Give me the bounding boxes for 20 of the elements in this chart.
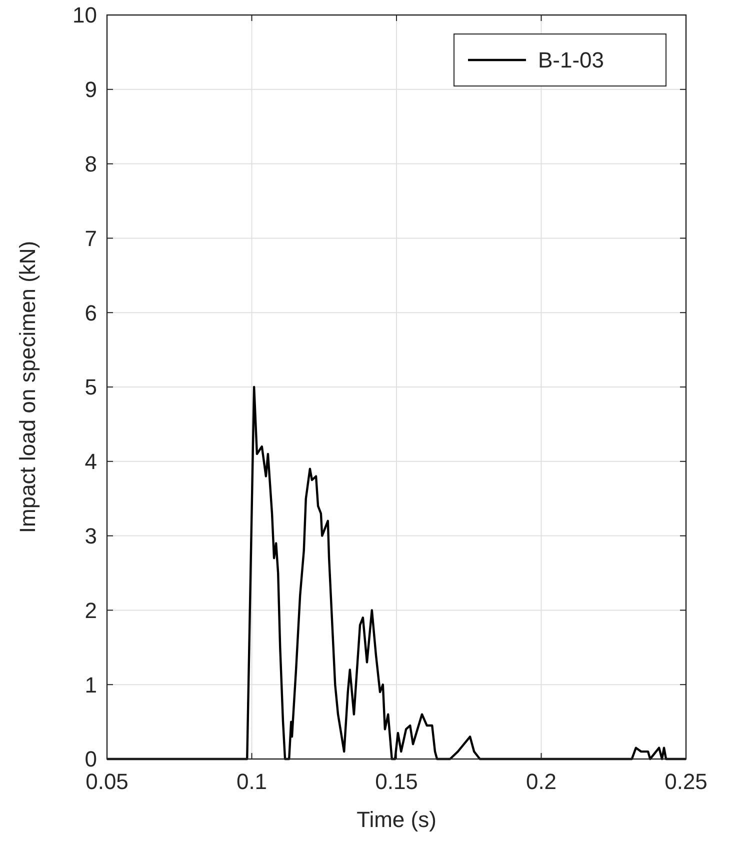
y-tick-label: 9 bbox=[84, 77, 97, 102]
y-axis-title: Impact load on specimen (kN) bbox=[15, 240, 40, 534]
y-tick-label: 7 bbox=[84, 226, 97, 251]
y-tick-label: 10 bbox=[72, 2, 97, 28]
y-tick-label: 5 bbox=[84, 374, 97, 400]
legend-label: B-1-03 bbox=[538, 48, 604, 73]
y-tick-label: 0 bbox=[84, 746, 97, 772]
y-tick-label: 4 bbox=[84, 449, 97, 474]
x-tick-label: 0.2 bbox=[526, 769, 557, 794]
y-tick-label: 6 bbox=[84, 300, 97, 326]
x-tick-label: 0.05 bbox=[86, 769, 128, 794]
x-tick-label: 0.1 bbox=[236, 769, 268, 794]
line-series bbox=[106, 386, 688, 760]
y-tick-label: 1 bbox=[84, 672, 97, 698]
y-tick-label: 3 bbox=[84, 524, 97, 548]
y-tick-label: 8 bbox=[84, 152, 97, 176]
y-tick-label: 2 bbox=[84, 598, 97, 623]
x-tick-label: 0.15 bbox=[375, 769, 418, 794]
x-axis-title: Time (s) bbox=[356, 807, 436, 832]
x-tick-label: 0.25 bbox=[664, 769, 708, 794]
